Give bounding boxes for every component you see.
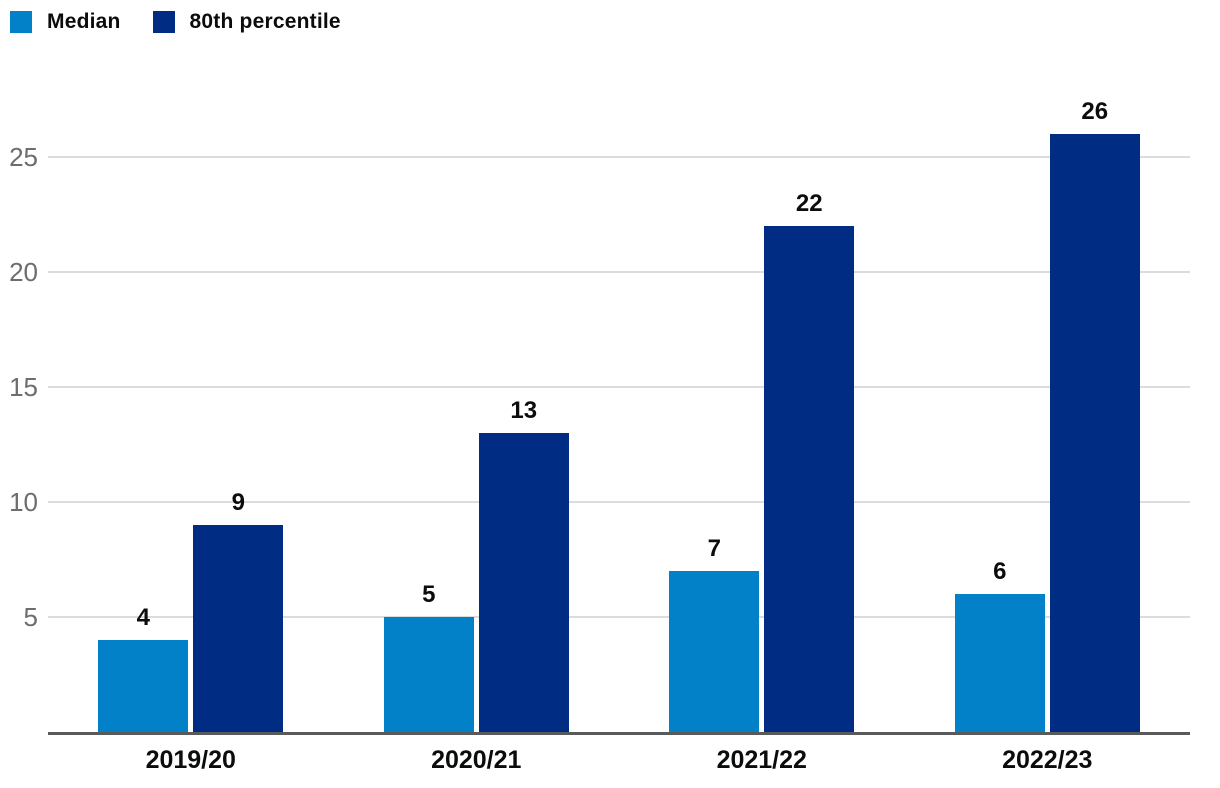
y-tick-label-10: 10: [9, 487, 38, 517]
value-label-80th-percentile-2020-21: 13: [510, 397, 538, 424]
bar-median-2019-20: [98, 640, 189, 732]
category-label-2021-22: 2021/22: [716, 746, 807, 774]
gridline-y-20: [48, 271, 1190, 273]
legend-swatch-80th-percentile: [152, 11, 175, 33]
legend-label-median: Median: [47, 10, 121, 33]
y-tick-label-15: 15: [9, 372, 38, 402]
value-label-median-2019-20: 4: [136, 604, 150, 631]
bar-median-2020-21: [383, 617, 474, 732]
bar-median-2021-22: [669, 571, 760, 732]
bar-80th-percentile-2022-23: [1049, 134, 1140, 732]
category-label-2020-21: 2020/21: [431, 746, 522, 774]
gridline-y-25: [48, 156, 1190, 158]
legend-item-median: Median: [10, 10, 121, 34]
gridline-y-15: [48, 386, 1190, 388]
value-label-median-2022-23: 6: [993, 558, 1007, 585]
gridline-y-10: [48, 501, 1190, 503]
category-label-2019-20: 2019/20: [145, 746, 236, 774]
legend-item-80th-percentile: 80th percentile: [152, 10, 341, 34]
legend-label-80th-percentile: 80th percentile: [189, 10, 341, 33]
value-label-80th-percentile-2022-23: 26: [1081, 98, 1109, 125]
bar-median-2022-23: [954, 594, 1045, 732]
chart-legend: Median 80th percentile: [10, 10, 341, 34]
bar-80th-percentile-2020-21: [478, 433, 569, 732]
value-label-median-2021-22: 7: [707, 535, 721, 562]
category-label-2022-23: 2022/23: [1002, 746, 1093, 774]
value-label-80th-percentile-2021-22: 22: [795, 190, 823, 217]
y-tick-label-20: 20: [9, 257, 38, 287]
value-label-80th-percentile-2019-20: 9: [231, 489, 245, 516]
y-tick-label-5: 5: [23, 602, 38, 632]
bar-80th-percentile-2019-20: [193, 525, 284, 732]
bar-80th-percentile-2021-22: [764, 226, 855, 732]
gridline-y-5: [48, 616, 1190, 618]
legend-swatch-median: [10, 11, 32, 33]
x-axis-line: [48, 732, 1190, 735]
value-label-median-2020-21: 5: [422, 581, 436, 608]
y-tick-label-25: 25: [9, 142, 38, 172]
